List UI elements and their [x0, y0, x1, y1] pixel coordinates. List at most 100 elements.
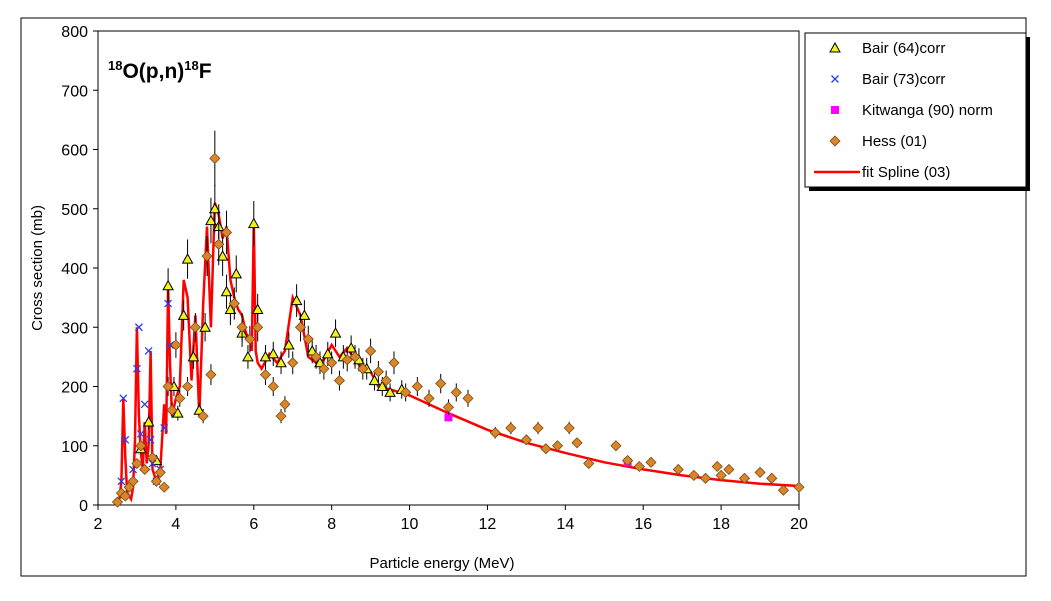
- data-point-diamond: [563, 422, 575, 434]
- data-point-diamond: [333, 375, 346, 387]
- legend-swatch-x: [831, 75, 839, 83]
- data-point-x: [144, 346, 153, 355]
- legend-swatch-diamond: [829, 135, 841, 147]
- data-point-triangle: [177, 309, 190, 320]
- data-point-x: [121, 435, 130, 444]
- data-point-x: [164, 299, 173, 308]
- data-point-diamond: [711, 460, 723, 473]
- data-point-diamond: [645, 456, 657, 468]
- data-point-triangle: [199, 321, 211, 332]
- data-point-diamond: [349, 351, 361, 363]
- y-axis-label: Cross section (mb): [29, 205, 46, 331]
- data-point-triangle: [321, 347, 334, 359]
- data-point-diamond: [357, 363, 369, 375]
- data-point-diamond: [388, 357, 400, 369]
- data-point-square: [444, 413, 453, 422]
- data-point-triangle: [171, 407, 184, 418]
- data-point-x: [117, 477, 126, 486]
- data-point-diamond: [294, 321, 307, 333]
- data-point-x: [132, 364, 141, 373]
- legend-label: Hess (01): [862, 133, 927, 150]
- data-point-triangle: [205, 214, 217, 226]
- data-point-diamond: [365, 345, 377, 357]
- data-point-diamond: [310, 351, 322, 363]
- data-point-diamond: [318, 363, 330, 375]
- data-point-diamond: [551, 440, 564, 452]
- data-point-diamond: [119, 490, 131, 502]
- data-point-diamond: [279, 398, 291, 410]
- data-point-diamond: [400, 386, 412, 398]
- y-tick-label: 200: [61, 380, 88, 397]
- data-point-diamond: [715, 469, 727, 481]
- data-point-diamond: [154, 466, 166, 478]
- data-point-triangle: [187, 350, 200, 362]
- y-tick-label: 300: [61, 320, 88, 337]
- data-point-diamond: [672, 463, 684, 476]
- data-point-diamond: [435, 377, 447, 390]
- x-tick-label: 8: [327, 516, 336, 533]
- y-tick-label: 500: [61, 202, 88, 219]
- y-tick-label: 700: [61, 83, 88, 100]
- data-point-diamond: [205, 369, 217, 381]
- data-point-diamond: [302, 333, 314, 345]
- data-point-diamond: [111, 496, 124, 508]
- data-point-diamond: [189, 321, 201, 333]
- data-point-diamond: [793, 481, 805, 493]
- data-point-diamond: [174, 392, 186, 404]
- x-tick-label: 10: [401, 516, 419, 533]
- legend-label: Kitwanga (90) norm: [862, 102, 993, 119]
- data-point-diamond: [131, 457, 143, 470]
- data-point-triangle: [259, 350, 272, 362]
- data-point-diamond: [583, 457, 595, 470]
- data-point-diamond: [267, 380, 279, 393]
- data-point-x: [136, 429, 145, 438]
- x-tick-label: 12: [479, 516, 497, 533]
- data-point-x: [166, 341, 175, 349]
- data-point-triangle: [267, 347, 280, 359]
- data-point-triangle: [193, 404, 206, 415]
- data-point-diamond: [777, 484, 789, 496]
- legend-label: Bair (64)corr: [862, 40, 945, 57]
- data-point-diamond: [287, 357, 299, 369]
- x-axis-label: Particle energy (MeV): [369, 555, 514, 572]
- data-point-diamond: [442, 401, 455, 413]
- legend-swatch-square: [831, 106, 839, 114]
- data-point-diamond: [633, 460, 645, 473]
- y-tick-label: 100: [61, 439, 88, 456]
- data-point-diamond: [201, 250, 213, 262]
- data-point-diamond: [259, 369, 272, 381]
- data-point-diamond: [532, 422, 544, 434]
- plot-area: [97, 30, 800, 506]
- data-point-diamond: [699, 472, 712, 484]
- data-point-diamond: [275, 410, 287, 422]
- data-point-diamond: [411, 380, 423, 393]
- data-point-diamond: [462, 392, 474, 404]
- data-point-diamond: [146, 452, 159, 464]
- data-point-triangle: [345, 341, 357, 353]
- data-point-x: [146, 435, 155, 444]
- data-point-diamond: [372, 366, 384, 378]
- data-point-diamond: [213, 238, 225, 250]
- data-point-diamond: [197, 410, 209, 422]
- x-tick-label: 16: [634, 516, 652, 533]
- data-point-diamond: [380, 375, 392, 387]
- title-superscript-2: 18: [184, 58, 198, 73]
- data-point-diamond: [220, 226, 233, 239]
- data-point-diamond: [135, 440, 147, 452]
- y-tick-label: 800: [61, 24, 88, 41]
- data-point-triangle: [282, 338, 295, 350]
- title-superscript-1: 18: [108, 58, 122, 73]
- data-point-triangle: [142, 416, 155, 427]
- data-point-x: [160, 424, 169, 432]
- y-tick-label: 600: [61, 143, 88, 160]
- title-reaction: O(p,n): [122, 60, 184, 83]
- data-point-triangle: [220, 285, 233, 297]
- data-point-diamond: [252, 321, 264, 333]
- data-point-diamond: [236, 321, 248, 333]
- data-point-diamond: [738, 472, 751, 484]
- y-tick-label: 0: [79, 498, 88, 515]
- x-tick-label: 18: [712, 516, 730, 533]
- y-tick-label: 400: [61, 261, 88, 278]
- x-tick-label: 14: [556, 516, 574, 533]
